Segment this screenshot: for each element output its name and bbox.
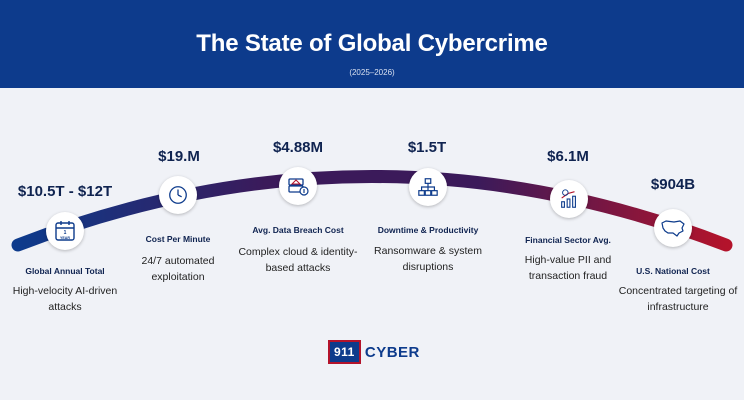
breach-server-icon [279,167,317,205]
svg-text:YEAR: YEAR [60,236,70,240]
milestone-desc: 24/7 automated exploitation [141,255,215,283]
milestone-desc: Ransomware & system disruptions [374,245,482,273]
milestone-label: Global Annual Total [25,266,105,276]
milestone-desc: Concentrated targeting of infrastructure [618,285,738,313]
usa-map-icon [654,209,692,247]
milestone-label: U.S. National Cost [636,266,710,276]
logo-text: CYBER [364,343,420,361]
milestone-value: $1.5T [407,139,447,156]
milestone-label: Cost Per Minute [145,234,211,244]
milestone-value: $6.1M [547,148,589,165]
finance-chart-icon [550,180,588,218]
milestone-desc: High-value PII and transaction fraud [524,254,612,282]
page-header: The State of Global Cybercrime (2025–202… [0,0,744,88]
timeline-arc [11,170,733,252]
milestone-desc: High-velocity AI-driven attacks [12,285,118,313]
page-title: The State of Global Cybercrime [196,30,548,57]
milestone-label: Avg. Data Breach Cost [252,225,344,235]
milestone-desc: Complex cloud & identity-based attacks [238,246,358,274]
milestone-label: Downtime & Productivity [377,225,479,235]
network-icon [409,168,447,206]
milestone-value: $10.5T - $12T [17,183,113,200]
brand-logo: 911 CYBER [328,340,420,364]
milestone-value: $19.M [158,148,200,165]
logo-number: 911 [328,340,361,364]
milestone-value: $4.88M [272,139,324,156]
milestone-label: Financial Sector Avg. [525,235,611,245]
svg-text:1: 1 [64,230,67,236]
clock-icon [159,176,197,214]
calendar-icon: 1 YEAR [46,212,84,250]
page-subtitle: (2025–2026) [349,68,395,77]
milestone-value: $904B [650,176,696,193]
